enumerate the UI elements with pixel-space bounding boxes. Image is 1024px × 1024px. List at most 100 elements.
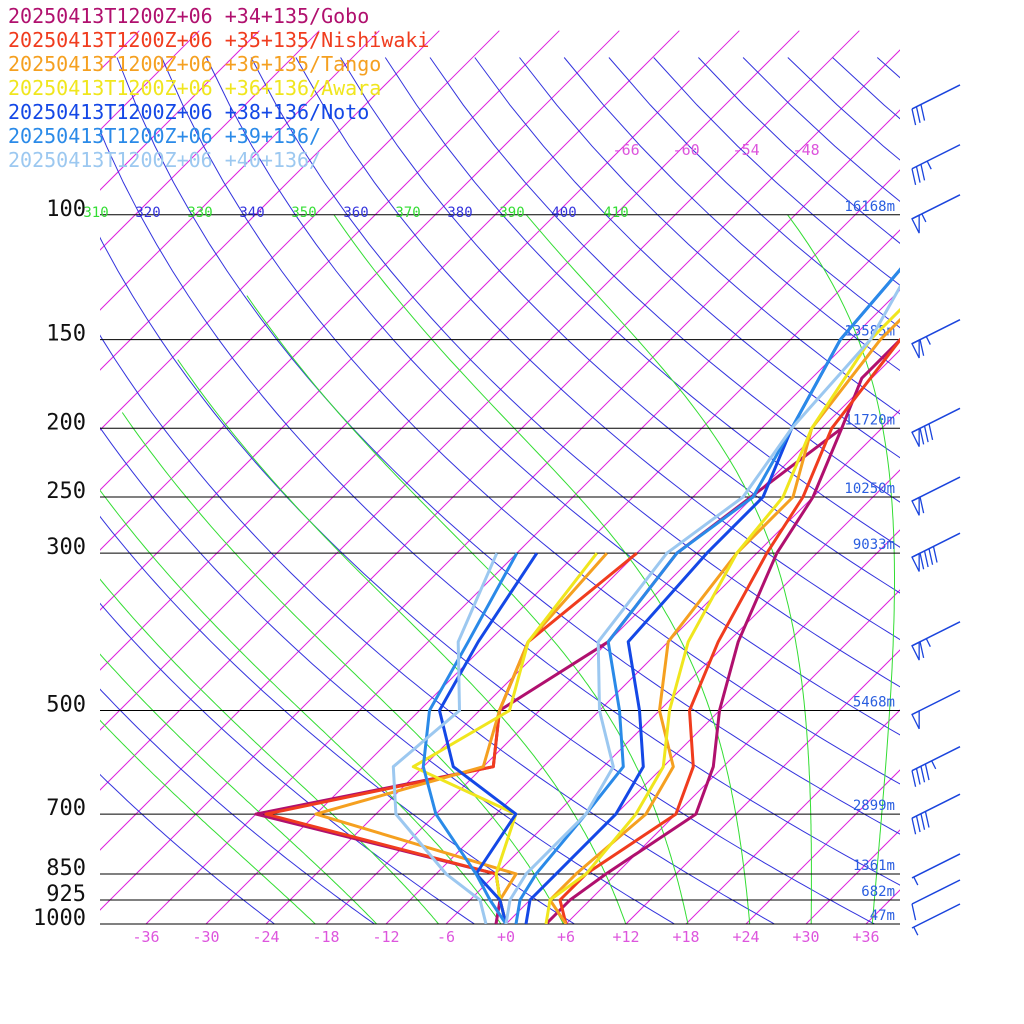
- wind-barb-full: [924, 763, 930, 781]
- x-tick-label: -18: [312, 928, 339, 946]
- dry-adiabat-line: [100, 773, 276, 924]
- x-tick-label: +6: [557, 928, 575, 946]
- isotherm-line: [385, 409, 900, 924]
- dry-adiabat-line: [161, 57, 900, 785]
- theta-label: 410: [603, 205, 628, 221]
- isotherm-line: [100, 30, 260, 191]
- isotherm-line: [100, 30, 500, 431]
- dry-adiabat-line: [100, 688, 376, 924]
- isotherm-line: [805, 829, 900, 924]
- x-tick-label: -30: [192, 928, 219, 946]
- wind-barb-half: [925, 638, 931, 647]
- wind-barb-half: [921, 213, 927, 223]
- wind-barb-half: [925, 336, 931, 345]
- pressure-label-300: 300: [46, 535, 86, 560]
- temperature-line-series-7: [504, 283, 900, 924]
- dewpoint-line-series-7: [391, 552, 499, 924]
- height-label-925: 682m: [861, 884, 895, 900]
- moist-adiabat-line: [333, 214, 751, 924]
- dry-adiabat-line: [967, 58, 1024, 940]
- legend-entry: 20250413T1200Z+06 +39+136/: [8, 124, 321, 148]
- upper-isotherm-label: -60: [673, 141, 700, 159]
- wind-barb-full: [915, 166, 921, 183]
- isotherm-line: [100, 30, 320, 251]
- x-tick-label: -6: [437, 928, 455, 946]
- height-label-250: 10250m: [844, 481, 895, 497]
- height-label-700: 2899m: [853, 798, 895, 814]
- x-tick-label: -24: [252, 928, 279, 946]
- isotherm-line: [505, 529, 900, 924]
- wind-barb: [911, 144, 961, 185]
- wind-barb-flag: [911, 709, 920, 730]
- legend-entry: 20250413T1200Z+06 +34+135/Gobo: [8, 4, 369, 28]
- isotherm-line: [100, 30, 680, 611]
- temperature-line-series-6: [514, 267, 900, 924]
- moist-adiabat-line: [177, 359, 627, 924]
- dry-adiabat-line: [250, 57, 900, 688]
- wind-barb-full: [911, 108, 917, 126]
- dry-adiabat-line: [519, 57, 900, 415]
- x-tick-label: +36: [852, 928, 879, 946]
- dry-adiabat-line: [653, 57, 900, 286]
- theta-label: 320: [135, 205, 160, 221]
- wind-barb-half: [926, 160, 932, 170]
- legend-entry: 20250413T1200Z+06 +35+135/Nishiwaki: [8, 28, 429, 52]
- height-label-100: 16168m: [844, 199, 895, 215]
- temperature-line-series-4: [544, 307, 900, 924]
- dewpoint-line-series-3: [314, 552, 608, 924]
- dry-adiabat-line: [100, 236, 876, 924]
- dry-adiabat-line: [429, 57, 900, 503]
- height-label-500: 5468m: [853, 695, 895, 711]
- height-label-300: 9033m: [853, 537, 895, 553]
- theta-label: 340: [239, 205, 264, 221]
- pressure-label-925: 925: [46, 882, 86, 907]
- isotherm-line: [100, 30, 800, 731]
- isotherm-line: [685, 709, 900, 924]
- theta-label: 400: [551, 205, 576, 221]
- wind-barb-full: [928, 423, 934, 441]
- dry-adiabat-line: [876, 57, 900, 79]
- dewpoint-line-series-5: [438, 552, 539, 924]
- dry-adiabat-line: [922, 58, 1024, 940]
- wind-barb-full: [919, 496, 925, 514]
- wind-barb: [911, 689, 961, 730]
- pressure-label-250: 250: [46, 479, 86, 504]
- theta-label: 370: [395, 205, 420, 221]
- wind-barb-staff: [911, 745, 961, 772]
- dry-adiabat-line: [100, 129, 900, 886]
- wind-barb-full: [911, 818, 917, 835]
- theta-label: 310: [83, 205, 108, 221]
- isotherm-line: [100, 49, 900, 851]
- wind-barb-staff: [911, 793, 961, 819]
- temperature-line-series-1: [544, 338, 900, 924]
- dry-adiabat-line: [340, 57, 900, 594]
- dewpoint-line-series-4: [411, 552, 598, 924]
- theta-label: 380: [447, 205, 472, 221]
- wind-barb-staff: [911, 689, 961, 716]
- theta-label: 390: [499, 205, 524, 221]
- isotherm-line: [565, 589, 900, 924]
- wind-barb: [911, 745, 961, 787]
- wind-barb-flag: [911, 496, 920, 516]
- dry-adiabat-line: [205, 57, 900, 736]
- dry-adiabat-line: [100, 426, 676, 924]
- temperature-line-series-5: [524, 267, 900, 924]
- pressure-label-700: 700: [46, 796, 86, 821]
- wind-barb-staff: [911, 853, 961, 879]
- moist-adiabat-line: [121, 412, 564, 924]
- wind-barb-full: [915, 815, 921, 833]
- moist-adiabat-line: [787, 214, 895, 924]
- wind-barb: [911, 793, 961, 835]
- wind-barb: [911, 407, 961, 447]
- pressure-label-850: 850: [46, 856, 86, 881]
- legend: 20250413T1200Z+06 +34+135/Gobo20250413T1…: [8, 4, 429, 172]
- height-label-1000: 47m: [870, 908, 895, 924]
- isotherm-line: [100, 30, 740, 671]
- wind-barb-half: [913, 926, 919, 936]
- dry-adiabat-line: [116, 57, 900, 835]
- dry-adiabat-line: [100, 602, 476, 924]
- wind-barb-full: [920, 104, 926, 121]
- wind-barb-full: [920, 766, 926, 783]
- upper-isotherm-label: -54: [733, 141, 760, 159]
- wind-barb: [911, 879, 961, 921]
